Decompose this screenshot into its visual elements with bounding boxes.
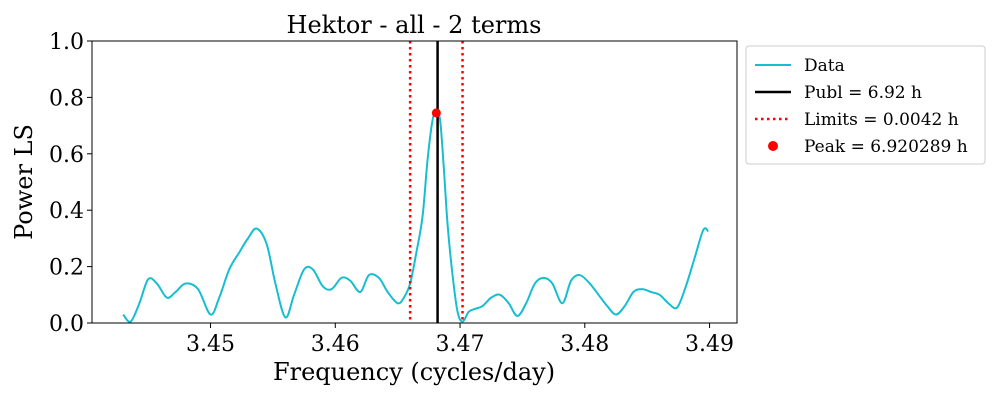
legend-label-limits: Limits = 0.0042 h xyxy=(804,110,959,130)
legend: Data Publ = 6.92 h Limits = 0.0042 h Pea… xyxy=(745,45,986,165)
peak-marker xyxy=(431,108,441,118)
chart-title: Hektor - all - 2 terms xyxy=(287,11,542,39)
legend-label-peak: Peak = 6.920289 h xyxy=(804,137,968,157)
plot-area xyxy=(91,40,738,324)
y-tick-label: 0.2 xyxy=(49,256,84,281)
y-axis-label: Power LS xyxy=(10,124,38,240)
legend-label-publ: Publ = 6.92 h xyxy=(804,83,922,103)
legend-swatch-peak xyxy=(768,141,778,151)
x-tick-label: 3.48 xyxy=(560,332,609,357)
x-tick-label: 3.46 xyxy=(311,332,360,357)
y-tick-label: 1.0 xyxy=(49,30,84,55)
x-tick-label: 3.49 xyxy=(685,332,734,357)
y-tick-label: 0.8 xyxy=(49,86,84,111)
x-tick-label: 3.47 xyxy=(436,332,485,357)
x-tick-label: 3.45 xyxy=(186,332,235,357)
y-tick-label: 0.6 xyxy=(49,143,84,168)
y-axis-ticks: 0.0 0.2 0.4 0.6 0.8 1.0 xyxy=(49,30,92,337)
x-axis-label: Frequency (cycles/day) xyxy=(273,358,555,386)
legend-label-data: Data xyxy=(804,56,845,76)
x-axis-ticks: 3.45 3.46 3.47 3.48 3.49 xyxy=(186,323,734,357)
y-tick-label: 0.4 xyxy=(49,199,84,224)
y-tick-label: 0.0 xyxy=(49,312,84,337)
axes-frame xyxy=(91,40,738,324)
legend-box xyxy=(745,45,986,165)
